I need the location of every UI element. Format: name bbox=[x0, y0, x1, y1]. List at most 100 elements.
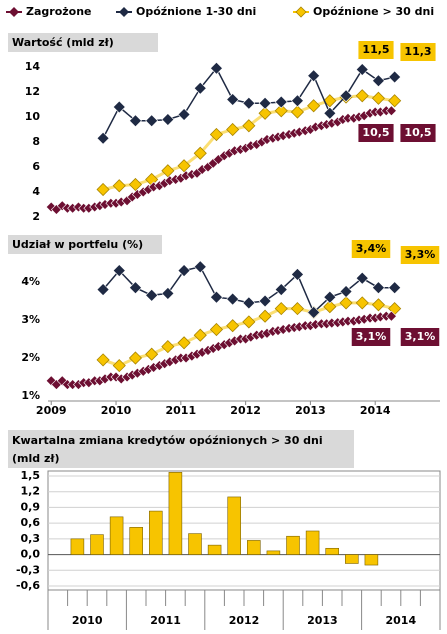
x-group-label: 2014 bbox=[385, 614, 416, 627]
bar bbox=[364, 554, 379, 566]
marker bbox=[371, 91, 386, 105]
marker bbox=[177, 108, 191, 121]
marker bbox=[242, 296, 256, 310]
marker bbox=[96, 353, 110, 367]
bar bbox=[325, 547, 339, 555]
value-label: 11,3 bbox=[404, 45, 431, 58]
marker bbox=[226, 319, 240, 333]
x-group-label: 2012 bbox=[229, 614, 260, 627]
marker bbox=[388, 281, 402, 295]
marker bbox=[112, 179, 126, 193]
marker bbox=[355, 271, 369, 285]
marker bbox=[290, 302, 305, 316]
marker bbox=[96, 182, 110, 197]
chart-title: (mld zł) bbox=[12, 452, 59, 465]
value-label: 3,4% bbox=[356, 242, 387, 255]
marker bbox=[388, 70, 402, 84]
bar bbox=[109, 516, 124, 555]
y-tick-label: 12 bbox=[25, 85, 40, 98]
title-box bbox=[8, 235, 162, 254]
marker bbox=[355, 63, 369, 76]
marker bbox=[291, 94, 304, 108]
bar bbox=[188, 533, 202, 555]
legend-marker bbox=[9, 7, 19, 17]
legend-marker bbox=[295, 6, 307, 18]
marker bbox=[209, 127, 224, 142]
series-line bbox=[50, 314, 392, 388]
legend-label: Opóźnione > 30 dni bbox=[313, 5, 434, 18]
marker bbox=[258, 309, 272, 323]
y-tick-label: 8 bbox=[32, 135, 40, 148]
x-group-label: 2013 bbox=[307, 614, 338, 627]
y-tick-label: -0,6 bbox=[16, 579, 40, 592]
marker bbox=[355, 89, 369, 103]
marker bbox=[128, 177, 143, 192]
value-label: 3,1% bbox=[405, 330, 436, 343]
bar bbox=[286, 535, 300, 555]
bar bbox=[168, 472, 183, 555]
marker bbox=[274, 95, 288, 109]
chart-title: Wartość (mld zł) bbox=[12, 36, 114, 49]
title-box bbox=[8, 33, 158, 52]
value-label-box bbox=[400, 124, 436, 142]
bar bbox=[149, 510, 163, 555]
marker bbox=[274, 302, 288, 316]
marker bbox=[274, 283, 288, 297]
y-tick-label: 1% bbox=[21, 389, 40, 402]
marker bbox=[355, 296, 369, 310]
x-tick-label: 2011 bbox=[166, 404, 197, 417]
chart-title: Kwartalna zmiana kredytów opóźnionych > … bbox=[12, 434, 323, 447]
x-group-label: 2011 bbox=[150, 614, 181, 627]
value-label-box bbox=[400, 328, 440, 346]
marker bbox=[45, 375, 57, 387]
bar bbox=[90, 534, 104, 555]
marker bbox=[258, 106, 272, 120]
x-tick-label: 2012 bbox=[230, 404, 261, 417]
marker bbox=[161, 286, 175, 300]
marker bbox=[128, 351, 143, 365]
y-tick-label: 4 bbox=[32, 185, 40, 198]
marker bbox=[177, 264, 191, 278]
marker bbox=[129, 281, 142, 295]
marker bbox=[371, 298, 386, 312]
marker bbox=[96, 283, 110, 297]
marker bbox=[323, 290, 337, 304]
bar bbox=[305, 530, 320, 555]
marker bbox=[323, 300, 337, 314]
marker bbox=[161, 113, 175, 126]
marker bbox=[193, 81, 207, 95]
value-label: 3,1% bbox=[356, 330, 387, 343]
value-label-box bbox=[400, 43, 436, 61]
marker bbox=[112, 359, 126, 373]
y-tick-label: 6 bbox=[32, 160, 40, 173]
marker bbox=[323, 106, 337, 120]
value-label: 10,5 bbox=[404, 126, 431, 139]
marker bbox=[307, 69, 321, 83]
marker bbox=[307, 305, 321, 319]
marker bbox=[161, 340, 175, 354]
marker bbox=[210, 61, 223, 75]
y-tick-label: -0,3 bbox=[16, 563, 40, 576]
value-label: 3,3% bbox=[405, 248, 436, 261]
marker bbox=[372, 281, 385, 295]
marker bbox=[145, 288, 159, 302]
value-label: 11,5 bbox=[362, 43, 389, 56]
marker bbox=[129, 114, 142, 128]
bar bbox=[345, 554, 359, 564]
y-tick-label: 0,3 bbox=[21, 532, 41, 545]
marker bbox=[242, 315, 256, 329]
legend-label: Zagrożone bbox=[26, 5, 92, 18]
marker bbox=[177, 336, 191, 350]
marker bbox=[96, 131, 110, 145]
y-tick-label: 0,9 bbox=[21, 500, 41, 513]
value-label-box bbox=[351, 240, 391, 258]
bar bbox=[227, 496, 241, 555]
bar bbox=[207, 544, 222, 555]
legend-marker bbox=[119, 7, 129, 17]
marker bbox=[209, 322, 224, 337]
value-label: 10,5 bbox=[362, 126, 389, 139]
value-label-box bbox=[358, 41, 394, 59]
marker bbox=[258, 96, 272, 110]
marker bbox=[339, 89, 353, 103]
